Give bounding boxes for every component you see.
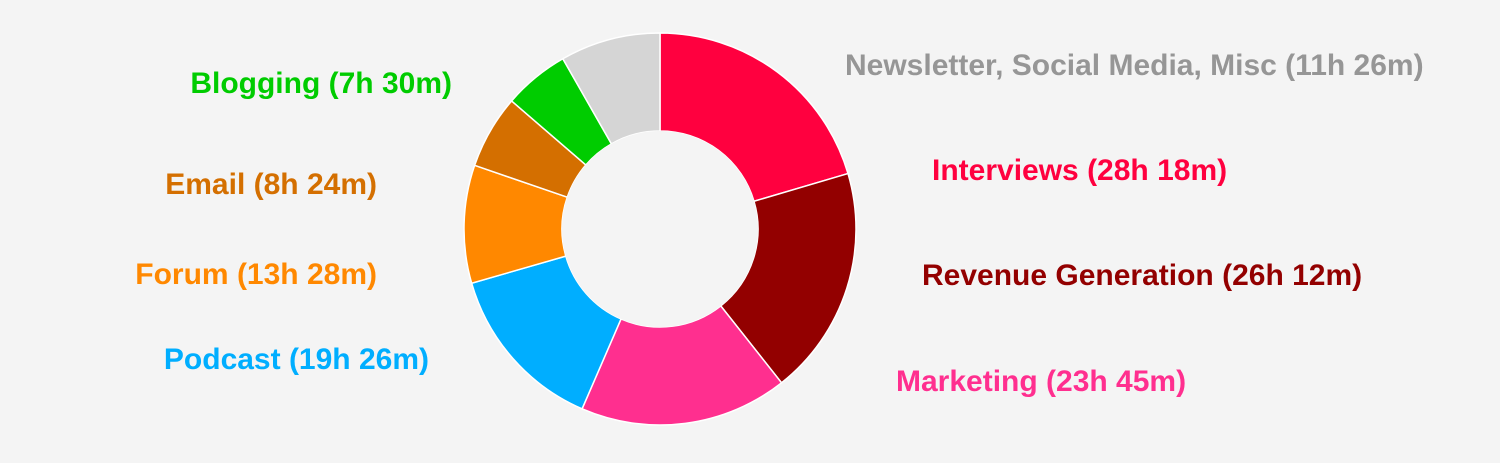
label-podcast: Podcast (19h 26m): [163, 343, 429, 376]
label-newsletter-social-media-misc: Newsletter, Social Media, Misc (11h 26m): [845, 49, 1424, 82]
label-revenue-generation: Revenue Generation (26h 12m): [922, 259, 1363, 292]
label-email: Email (8h 24m): [165, 168, 377, 201]
donut-hole: [562, 131, 758, 327]
label-marketing: Marketing (23h 45m): [896, 365, 1187, 398]
label-interviews: Interviews (28h 18m): [932, 154, 1228, 187]
label-forum: Forum (13h 28m): [135, 258, 377, 291]
label-blogging: Blogging (7h 30m): [190, 67, 452, 100]
